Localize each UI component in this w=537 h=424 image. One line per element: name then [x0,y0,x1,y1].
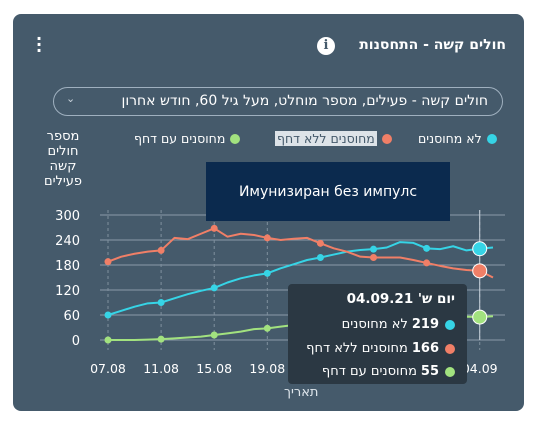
metric-select[interactable]: ⌄ חולים קשה - פעילים, מספר מוחלט, מעל גי… [53,87,503,116]
legend-item-unvaccinated[interactable]: לא מחוסנים [418,131,497,146]
tooltip-dot [445,343,455,354]
data-point [316,254,324,261]
tooltip-row-unvaccinated: 219 לא מחוסנים [342,317,455,332]
legend-dot [381,133,392,144]
kebab-menu-icon[interactable]: · · · [35,29,43,60]
data-point [263,324,271,332]
tooltip-value: 166 [411,341,439,356]
tooltip-row-vaccinated-no-booster: 166 מחוסנים ללא דחף [306,341,455,356]
y-tick-label: 120 [55,284,80,299]
tooltip-dot [445,366,455,377]
data-point [423,244,431,252]
legend-dot [230,133,241,144]
data-point [157,246,165,254]
tooltip-value: 55 [420,364,439,379]
data-point [210,224,218,232]
y-tick-label: 0 [72,334,80,349]
tooltip-dot [445,319,455,330]
tooltip-title: יום ש' 04.09.21 [346,291,455,307]
tooltip-label: לא מחוסנים [341,317,408,332]
data-point [263,269,271,277]
legend-label: לא מחוסנים [418,131,482,146]
data-point [157,299,165,306]
data-point [210,284,218,292]
highlight-point [472,309,488,325]
y-axis-label: מספר חולים קשה פעילים [43,129,83,189]
x-tick-label: 19.08 [249,361,285,376]
series-line-1 [107,227,494,279]
chevron-down-icon: ⌄ [66,92,76,105]
highlight-point [472,263,488,279]
tooltip-label: מחוסנים עם דחף [321,364,417,379]
y-tick-label: 240 [55,234,80,249]
tooltip-row-vaccinated-booster: 55 מחוסנים עם דחף [322,364,455,379]
tooltip-label: מחוסנים ללא דחף [306,341,408,356]
legend-item-vaccinated-booster[interactable]: מחוסנים עם דחף [134,131,241,146]
highlight-point [472,241,488,257]
data-point [104,258,112,266]
y-tick-label: 60 [63,309,80,324]
legend-item-vaccinated-no-booster[interactable]: מחוסנים ללא דחף [275,131,392,146]
data-point [210,331,218,339]
info-icon[interactable]: i [317,37,335,55]
data-point [370,245,378,253]
hover-tooltip: יום ש' 04.09.21 219 לא מחוסנים 166 מחוסנ… [288,284,467,384]
data-point [316,239,324,247]
metric-select-value: חולים קשה - פעילים, מספר מוחלט, מעל גיל … [121,93,489,109]
translation-tooltip: Имунизиран без импулс [206,162,450,221]
legend-dot [486,133,497,144]
card-title: חולים קשה - התחסנות [359,37,506,53]
data-point [423,259,431,267]
data-point [104,336,112,344]
legend-label: מחוסנים ללא דחף [275,131,377,146]
y-tick-label: 180 [55,259,80,274]
x-tick-label: 04.09 [462,361,498,376]
data-point [263,234,271,242]
x-tick-label: 15.08 [196,361,232,376]
data-point [370,254,378,261]
x-tick-label: 11.08 [143,361,179,376]
legend-label: מחוסנים עם דחף [134,131,226,146]
data-point [104,311,112,319]
x-tick-label: 07.08 [90,361,126,376]
data-point [157,335,165,343]
y-tick-label: 300 [55,209,80,224]
tooltip-value: 219 [411,317,439,332]
x-axis-label: תאריך [284,385,319,400]
